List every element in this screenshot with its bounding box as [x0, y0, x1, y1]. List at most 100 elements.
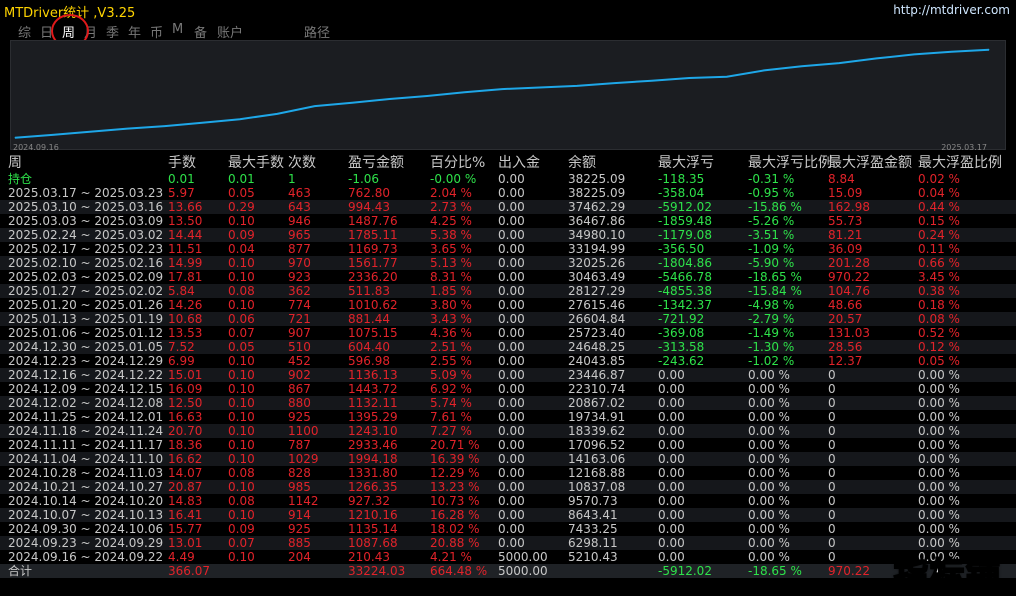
tab-0[interactable]: 综 [18, 26, 32, 41]
balance-point [239, 118, 241, 120]
table-row[interactable]: 2024.11.04 ~ 2024.11.10 16.62 0.10 1029 1994… [0, 452, 1016, 466]
table-row[interactable]: 2024.12.23 ~ 2024.12.29 6.99 0.10 452 596.98… [0, 354, 1016, 368]
cell-count: 985 [288, 480, 311, 494]
table-row[interactable]: 2025.01.27 ~ 2025.02.02 5.84 0.08 362 511.83… [0, 284, 1016, 298]
table-row[interactable]: 2024.11.11 ~ 2024.11.17 18.36 0.10 787 2933.… [0, 438, 1016, 452]
cell-max-float-profit: 48.66 [828, 298, 863, 312]
cell-max-float-loss: -5912.02 [658, 564, 712, 578]
tab-7[interactable]: M [172, 22, 184, 37]
cell-max-float-profit: 0 [828, 466, 836, 480]
cell-max-float-loss-pct: -18.65 % [748, 270, 802, 284]
table-row[interactable]: 2025.03.03 ~ 2025.03.09 13.50 0.10 946 1487.… [0, 214, 1016, 228]
balance-point [763, 69, 765, 71]
table-row[interactable]: 2024.10.28 ~ 2024.11.03 14.07 0.08 828 1331.… [0, 466, 1016, 480]
holding-row[interactable]: 持仓 0.01 0.01 1 -1.06 -0.00 % 0.00 38225.09 -118.… [0, 172, 1016, 186]
table-row[interactable]: 2024.09.30 ~ 2024.10.06 15.77 0.09 925 1135.… [0, 522, 1016, 536]
table-row[interactable]: 2024.10.14 ~ 2024.10.20 14.83 0.08 1142 927.… [0, 494, 1016, 508]
tab-5[interactable]: 年 [128, 26, 142, 41]
cell-balance: 32025.26 [568, 256, 626, 270]
cell-max-float-loss-pct: 0.00 % [748, 410, 790, 424]
cell-balance: 8643.41 [568, 508, 618, 522]
cell-max-float-loss: -5912.02 [658, 200, 712, 214]
cell-max-lots: 0.10 [228, 508, 255, 522]
tab-8[interactable]: 备 [194, 26, 208, 41]
cell-max-float-loss: 0.00 [658, 494, 685, 508]
cell-flow: 0.00 [498, 536, 525, 550]
cell-max-float-profit: 28.56 [828, 340, 863, 354]
table-row[interactable]: 2025.02.24 ~ 2025.03.02 14.44 0.09 965 1785.… [0, 228, 1016, 242]
cell-max-lots: 0.10 [228, 256, 255, 270]
cell-pct: 5.09 % [430, 368, 472, 382]
table-row[interactable]: 2024.09.16 ~ 2024.09.22 4.49 0.10 204 210.43… [0, 550, 1016, 564]
cell-max-float-profit-pct: 0.00 % [918, 466, 960, 480]
header-count: 次数 [288, 155, 316, 171]
cell-max-float-profit: 0 [828, 396, 836, 410]
cell-max-float-profit: 0 [828, 424, 836, 438]
table-row[interactable]: 2025.03.17 ~ 2025.03.23 5.97 0.05 463 762.80… [0, 186, 1016, 200]
table-row[interactable]: 2025.02.10 ~ 2025.02.16 14.99 0.10 970 1561.… [0, 256, 1016, 270]
cell-max-float-loss-pct: -5.90 % [748, 256, 795, 270]
tab-6[interactable]: 币 [150, 26, 164, 41]
table-row[interactable]: 2024.09.23 ~ 2024.09.29 13.01 0.07 885 1087.… [0, 536, 1016, 550]
table-row[interactable]: 2024.12.30 ~ 2025.01.05 7.52 0.05 510 604.40… [0, 340, 1016, 354]
cell-pnl: 2336.20 [348, 270, 398, 284]
cell-max-float-profit: 0 [828, 480, 836, 494]
cell-lots: 14.99 [168, 256, 203, 270]
cell-max-float-loss: 0.00 [658, 480, 685, 494]
table-row[interactable]: 2025.02.03 ~ 2025.02.09 17.81 0.10 923 2336.… [0, 270, 1016, 284]
cell-lots: 16.63 [168, 410, 203, 424]
table-row[interactable]: 2024.12.09 ~ 2024.12.15 16.09 0.10 867 1443.… [0, 382, 1016, 396]
table-row[interactable]: 2025.01.06 ~ 2025.01.12 13.53 0.07 907 1075.… [0, 326, 1016, 340]
cell-count: 452 [288, 354, 311, 368]
header-max-lots: 最大手数 [228, 155, 284, 171]
cell-max-float-profit: 81.21 [828, 228, 863, 242]
table-row[interactable]: 2024.12.16 ~ 2024.12.22 15.01 0.10 902 1136.… [0, 368, 1016, 382]
tab-9[interactable]: 账户 [217, 26, 244, 41]
cell-max-float-profit: 201.28 [828, 256, 870, 270]
cell-flow: 0.00 [498, 396, 525, 410]
cell-pnl: 1010.62 [348, 298, 398, 312]
table-row[interactable]: 2024.11.18 ~ 2024.11.24 20.70 0.10 1100 1243… [0, 424, 1016, 438]
cell-pct: 4.21 % [430, 550, 472, 564]
cell-max-float-loss: 0.00 [658, 452, 685, 466]
tab-10[interactable]: 路径 [304, 26, 331, 41]
cell-max-lots: 0.05 [228, 186, 255, 200]
table-row[interactable]: 2025.01.20 ~ 2025.01.26 14.26 0.10 774 1010.… [0, 298, 1016, 312]
cell-flow: 0.00 [498, 522, 525, 536]
cell-pct: 10.73 % [430, 494, 480, 508]
cell-pct: 3.80 % [430, 298, 472, 312]
cell-max-lots: 0.09 [228, 228, 255, 242]
balance-point [164, 125, 166, 127]
cell-max-float-profit: 0 [828, 494, 836, 508]
table-row[interactable]: 2024.12.02 ~ 2024.12.08 12.50 0.10 880 1132.… [0, 396, 1016, 410]
table-row[interactable]: 2024.10.07 ~ 2024.10.13 16.41 0.10 914 1210.… [0, 508, 1016, 522]
period-tabs: 综日周月季年币 M 备账户 路径 [0, 20, 1016, 41]
header-max-float-loss: 最大浮亏 [658, 155, 714, 171]
cell-max-float-loss-pct: 0.00 % [748, 424, 790, 438]
cell-max-float-loss: -721.92 [658, 312, 705, 326]
table-row[interactable]: 2024.11.25 ~ 2024.12.01 16.63 0.10 925 1395.… [0, 410, 1016, 424]
cell-lots: 5.84 [168, 284, 195, 298]
cell-max-lots: 0.07 [228, 536, 255, 550]
cell-flow: 0.00 [498, 256, 525, 270]
table-row[interactable]: 2025.02.17 ~ 2025.02.23 11.51 0.04 877 1169.… [0, 242, 1016, 256]
balance-point [89, 131, 91, 133]
tab-4[interactable]: 季 [106, 26, 120, 41]
tab-1[interactable]: 日 [40, 26, 54, 41]
website-link[interactable]: http://mtdriver.com [893, 3, 1010, 17]
cell-count: 885 [288, 536, 311, 550]
table-row[interactable]: 2025.01.13 ~ 2025.01.19 10.68 0.06 721 881.4… [0, 312, 1016, 326]
cell-pct: 1.85 % [430, 284, 472, 298]
cell-max-float-profit: 104.76 [828, 284, 870, 298]
cell-max-float-profit: 12.37 [828, 354, 863, 368]
cell-pct: 16.28 % [430, 508, 480, 522]
table-row[interactable]: 2025.03.10 ~ 2025.03.16 13.66 0.29 643 994.4… [0, 200, 1016, 214]
balance-point [426, 95, 428, 97]
cell-max-float-loss: 0.00 [658, 536, 685, 550]
balance-point [501, 88, 503, 90]
total-row[interactable]: 合计 366.07 33224.03 664.48 % 5000.00 -5912.02 -… [0, 564, 1016, 578]
table-row[interactable]: 2024.10.21 ~ 2024.10.27 20.87 0.10 985 1266.… [0, 480, 1016, 494]
cell-pnl: 1087.68 [348, 536, 398, 550]
cell-lots: 13.66 [168, 200, 203, 214]
cell-pnl: 881.44 [348, 312, 390, 326]
